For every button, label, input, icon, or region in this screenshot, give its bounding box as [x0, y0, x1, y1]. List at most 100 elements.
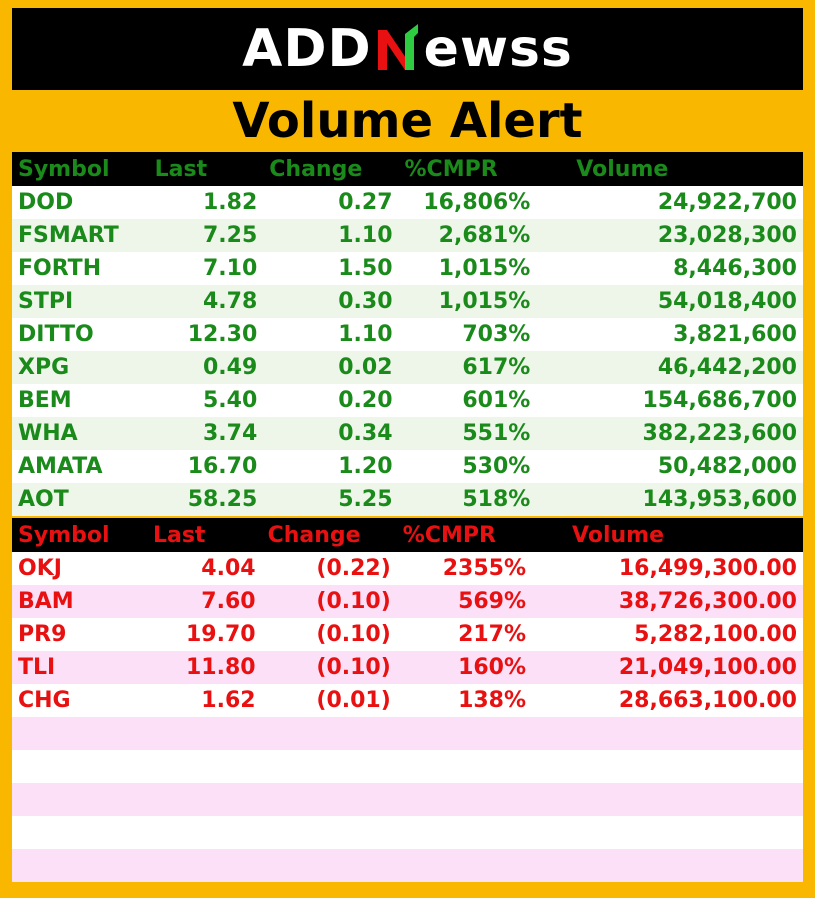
empty-row	[12, 750, 803, 783]
cell-cmpr: 617%	[398, 351, 537, 384]
cell-symbol: TLI	[12, 651, 147, 684]
table-row: BAM 7.60 (0.10) 569% 38,726,300.00	[12, 585, 803, 618]
cell-last: 0.49	[148, 351, 264, 384]
cell-change: 0.30	[263, 285, 399, 318]
cell-symbol: WHA	[12, 417, 149, 450]
header-last: Last	[146, 518, 262, 552]
header-volume: Volume	[536, 152, 803, 186]
logo-text-add: ADD	[242, 19, 372, 79]
cell-last: 1.62	[146, 684, 262, 717]
cell-volume: 38,726,300.00	[532, 585, 803, 618]
cell-cmpr: 2,681%	[398, 219, 537, 252]
cell-change: (0.01)	[261, 684, 397, 717]
header-symbol: Symbol	[12, 152, 149, 186]
header-volume: Volume	[532, 518, 803, 552]
cell-change: 5.25	[263, 483, 399, 516]
cell-last: 3.74	[148, 417, 264, 450]
cell-change: 1.20	[263, 450, 399, 483]
cell-last: 7.60	[146, 585, 262, 618]
alert-card: ADD ewss Volume Alert Symbol Last Change…	[12, 8, 803, 884]
cell-symbol: AMATA	[12, 450, 149, 483]
table-row: TLI 11.80 (0.10) 160% 21,049,100.00	[12, 651, 803, 684]
cell-change: (0.10)	[261, 618, 397, 651]
cell-last: 12.30	[148, 318, 264, 351]
cell-change: (0.10)	[261, 585, 397, 618]
table-row: AOT 58.25 5.25 518% 143,953,600	[12, 483, 803, 516]
cell-volume: 21,049,100.00	[532, 651, 803, 684]
page-title: Volume Alert	[232, 93, 583, 149]
cell-volume: 382,223,600	[536, 417, 803, 450]
cell-volume: 46,442,200	[536, 351, 803, 384]
cell-change: 0.34	[263, 417, 399, 450]
cell-symbol: OKJ	[12, 552, 147, 585]
cell-cmpr: 16,806%	[398, 186, 537, 219]
table-row: DITTO 12.30 1.10 703% 3,821,600	[12, 318, 803, 351]
table-row: CHG 1.62 (0.01) 138% 28,663,100.00	[12, 684, 803, 717]
cell-change: 1.50	[263, 252, 399, 285]
cell-symbol: DOD	[12, 186, 149, 219]
cell-volume: 28,663,100.00	[532, 684, 803, 717]
cell-cmpr: 601%	[398, 384, 537, 417]
cell-last: 5.40	[148, 384, 264, 417]
cell-symbol: CHG	[12, 684, 147, 717]
cell-last: 16.70	[148, 450, 264, 483]
logo-n-mark-icon	[374, 24, 422, 74]
cell-cmpr: 1,015%	[398, 252, 537, 285]
table-row: DOD 1.82 0.27 16,806% 24,922,700	[12, 186, 803, 219]
logo-bar: ADD ewss	[12, 8, 803, 90]
cell-last: 58.25	[148, 483, 264, 516]
cell-last: 7.10	[148, 252, 264, 285]
header-change: Change	[261, 518, 397, 552]
header-cmpr: %CMPR	[398, 152, 537, 186]
brand-logo: ADD ewss	[242, 19, 573, 79]
cell-cmpr: 217%	[396, 618, 533, 651]
gainers-table: Symbol Last Change %CMPR Volume DOD 1.82 0…	[12, 152, 803, 516]
empty-row	[12, 783, 803, 816]
cell-change: 0.02	[263, 351, 399, 384]
cell-cmpr: 2355%	[396, 552, 533, 585]
header-cmpr: %CMPR	[396, 518, 533, 552]
cell-symbol: DITTO	[12, 318, 149, 351]
table-row: AMATA 16.70 1.20 530% 50,482,000	[12, 450, 803, 483]
empty-row	[12, 717, 803, 750]
header-change: Change	[263, 152, 399, 186]
cell-last: 1.82	[148, 186, 264, 219]
cell-last: 11.80	[146, 651, 262, 684]
header-symbol: Symbol	[12, 518, 147, 552]
cell-last: 19.70	[146, 618, 262, 651]
cell-last: 4.04	[146, 552, 262, 585]
cell-symbol: STPI	[12, 285, 149, 318]
cell-cmpr: 160%	[396, 651, 533, 684]
cell-symbol: PR9	[12, 618, 147, 651]
table-row: XPG 0.49 0.02 617% 46,442,200	[12, 351, 803, 384]
cell-volume: 23,028,300	[536, 219, 803, 252]
table-row: FORTH 7.10 1.50 1,015% 8,446,300	[12, 252, 803, 285]
cell-change: 0.27	[263, 186, 399, 219]
table-header-row: Symbol Last Change %CMPR Volume	[12, 518, 803, 552]
cell-change: (0.10)	[261, 651, 397, 684]
table-row: WHA 3.74 0.34 551% 382,223,600	[12, 417, 803, 450]
empty-row	[12, 816, 803, 849]
cell-change: 1.10	[263, 219, 399, 252]
cell-volume: 54,018,400	[536, 285, 803, 318]
cell-last: 7.25	[148, 219, 264, 252]
table-row: BEM 5.40 0.20 601% 154,686,700	[12, 384, 803, 417]
decliners-table: Symbol Last Change %CMPR Volume OKJ 4.04(…	[12, 518, 803, 717]
cell-symbol: AOT	[12, 483, 149, 516]
table-header-row: Symbol Last Change %CMPR Volume	[12, 152, 803, 186]
cell-symbol: BAM	[12, 585, 147, 618]
table-row: FSMART 7.25 1.10 2,681% 23,028,300	[12, 219, 803, 252]
empty-row	[12, 849, 803, 882]
table-row: OKJ 4.04 (0.22) 2355% 16,499,300.00	[12, 552, 803, 585]
cell-cmpr: 518%	[398, 483, 537, 516]
cell-volume: 16,499,300.00	[532, 552, 803, 585]
cell-symbol: BEM	[12, 384, 149, 417]
cell-cmpr: 530%	[398, 450, 537, 483]
cell-volume: 143,953,600	[536, 483, 803, 516]
header-last: Last	[148, 152, 264, 186]
logo-text-ewss: ewss	[423, 19, 573, 79]
cell-cmpr: 703%	[398, 318, 537, 351]
cell-symbol: XPG	[12, 351, 149, 384]
cell-change: 0.20	[263, 384, 399, 417]
cell-last: 4.78	[148, 285, 264, 318]
